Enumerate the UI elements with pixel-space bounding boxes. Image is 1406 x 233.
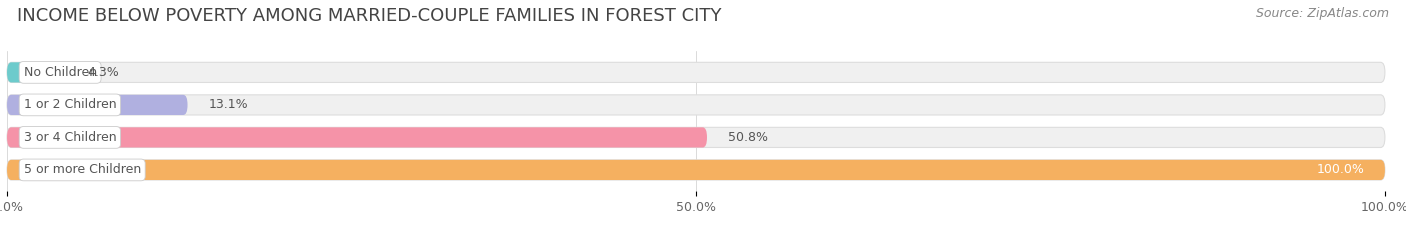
FancyBboxPatch shape (7, 62, 66, 82)
FancyBboxPatch shape (7, 160, 1385, 180)
Text: 50.8%: 50.8% (728, 131, 768, 144)
FancyBboxPatch shape (7, 160, 1385, 180)
Text: 4.3%: 4.3% (87, 66, 118, 79)
Text: No Children: No Children (24, 66, 97, 79)
FancyBboxPatch shape (7, 95, 187, 115)
Text: INCOME BELOW POVERTY AMONG MARRIED-COUPLE FAMILIES IN FOREST CITY: INCOME BELOW POVERTY AMONG MARRIED-COUPL… (17, 7, 721, 25)
Text: 13.1%: 13.1% (208, 98, 247, 111)
Text: 100.0%: 100.0% (1316, 163, 1364, 176)
Text: Source: ZipAtlas.com: Source: ZipAtlas.com (1256, 7, 1389, 20)
Text: 3 or 4 Children: 3 or 4 Children (24, 131, 117, 144)
Text: 1 or 2 Children: 1 or 2 Children (24, 98, 117, 111)
Text: 5 or more Children: 5 or more Children (24, 163, 141, 176)
FancyBboxPatch shape (7, 62, 1385, 82)
FancyBboxPatch shape (7, 127, 1385, 147)
FancyBboxPatch shape (7, 95, 1385, 115)
FancyBboxPatch shape (7, 127, 707, 147)
